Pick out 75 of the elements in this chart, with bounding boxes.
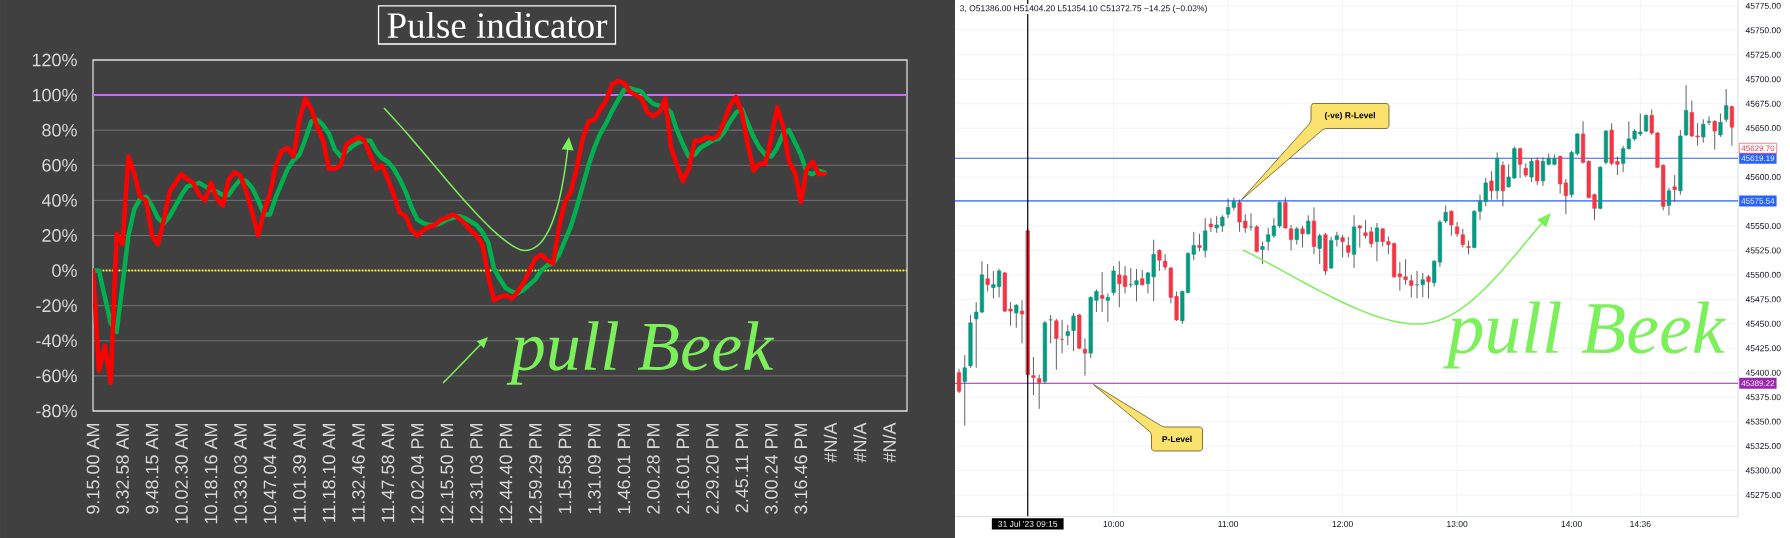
- y-tick-label: 0%: [52, 264, 77, 277]
- x-tick-label: 11.18.10 AM: [322, 424, 336, 522]
- y-tick-label: 45700.00: [1745, 76, 1781, 83]
- annotation: pull Beek: [1442, 301, 1726, 369]
- x-tick-label: #N/A: [823, 422, 837, 463]
- chart-title: Pulse indicator: [387, 11, 608, 38]
- y-tick-label: 100%: [32, 88, 77, 102]
- y-tick-label: 80%: [42, 123, 77, 137]
- x-tick-label: 12.31.03 PM: [470, 424, 483, 524]
- y-tick-label: 45725.00: [1745, 51, 1781, 58]
- x-tick-label: 1.31.09 PM: [588, 424, 601, 514]
- x-tick-label: 10.18.16 AM: [204, 424, 218, 524]
- annotation: P-Level: [1162, 435, 1192, 443]
- x-tick-label: 1.15.58 PM: [558, 424, 572, 514]
- y-tick-label: 60%: [42, 158, 77, 172]
- y-tick-label: 45425.00: [1745, 345, 1781, 352]
- x-tick-label: #N/A: [853, 422, 867, 463]
- y-tick-label: 45350.00: [1745, 418, 1781, 425]
- x-tick-label: 10:00: [1103, 521, 1124, 528]
- x-tick-label: 3.00.24 PM: [764, 424, 778, 514]
- x-tick-label: 14:00: [1561, 521, 1582, 528]
- y-tick-label: -40%: [36, 334, 77, 348]
- y-tick-label: 45275.00: [1745, 491, 1781, 498]
- x-tick-label: 9.48.15 AM: [145, 424, 159, 514]
- x-tick-label: 2.29.20 PM: [706, 424, 719, 514]
- y-tick-label: 45500.00: [1745, 271, 1781, 278]
- x-tick-label: 12.02.04 PM: [411, 424, 424, 524]
- y-tick-label: 120%: [32, 53, 77, 67]
- y-tick-label: 45525.00: [1745, 247, 1781, 254]
- x-tick-label: 9.32.58 AM: [116, 424, 129, 514]
- y-tick-label: 45775.00: [1745, 2, 1781, 9]
- y-tick-label: 45675.00: [1745, 100, 1781, 107]
- annotation: pull Beek: [506, 321, 775, 385]
- x-tick-label: 10.47.04 AM: [263, 424, 277, 524]
- x-tick-label: 10.33.03 AM: [234, 424, 247, 524]
- x-tick-label: 1.46.01 PM: [617, 424, 631, 514]
- text: 45629.70: [1741, 145, 1775, 152]
- x-tick-label: 12:00: [1332, 521, 1353, 528]
- y-tick-label: 45600.00: [1745, 174, 1781, 181]
- x-tick-label: 12.59.29 PM: [529, 424, 542, 524]
- x-tick-label: 10.02.30 AM: [175, 424, 188, 524]
- x-tick-label: #N/A: [882, 422, 896, 463]
- y-tick-label: 40%: [41, 194, 77, 207]
- x-tick-label: 12.44.40 PM: [499, 424, 513, 524]
- y-tick-label: 45750.00: [1745, 27, 1781, 34]
- ref-line-label: 45389.22: [1741, 380, 1775, 387]
- y-tick-label: 45325.00: [1745, 443, 1781, 450]
- x-tick-label: 3.16.46 PM: [794, 424, 808, 514]
- y-tick-label: 45375.00: [1745, 394, 1781, 401]
- y-tick-label: 45450.00: [1745, 320, 1781, 327]
- y-tick-label: -80%: [36, 404, 77, 418]
- y-tick-label: -60%: [36, 369, 77, 383]
- ref-line-label: 45575.54: [1741, 198, 1775, 204]
- x-tick-label: 12.15.50 PM: [440, 424, 454, 524]
- y-tick-label: 20%: [42, 229, 77, 242]
- y-tick-label: 45550.00: [1745, 222, 1781, 229]
- y-tick-label: -20%: [36, 299, 77, 313]
- x-tick-label: 13:00: [1447, 521, 1468, 528]
- x-tick-label: 2.16.01 PM: [676, 424, 690, 514]
- x-tick-label: 11.47.58 AM: [381, 424, 395, 522]
- y-tick-label: 45400.00: [1745, 369, 1781, 376]
- x-tick-label: 11.01.39 AM: [293, 424, 306, 522]
- x-tick-label: 11.32.46 AM: [352, 424, 365, 522]
- annotation: (-ve) R-Level: [1324, 112, 1375, 120]
- x-tick-label: 2.45.11 PM: [735, 424, 749, 513]
- y-tick-label: 45475.00: [1745, 296, 1781, 303]
- x-tick-label: 11:00: [1218, 521, 1239, 528]
- ref-line-label: 45619.19: [1741, 155, 1775, 162]
- x-tick-label: 14:36: [1630, 521, 1651, 528]
- x-tick-label: 31 Jul '23 09:15: [998, 520, 1058, 527]
- y-tick-label: 45300.00: [1745, 467, 1781, 474]
- x-tick-label: 9.15.00 AM: [86, 424, 100, 514]
- annotation: 3, O51386.00 H51404.20 L51354.10 C51372.75 −14.25 (−0.03%): [960, 5, 1207, 13]
- x-tick-label: 2.00.28 PM: [647, 424, 660, 514]
- y-tick-label: 45650.00: [1745, 125, 1781, 132]
